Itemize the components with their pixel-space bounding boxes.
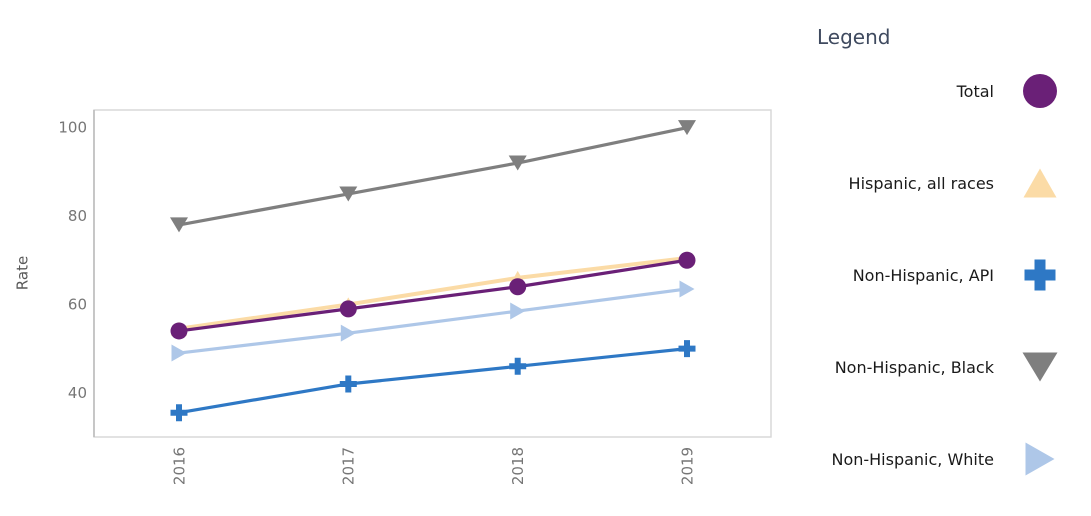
line-total <box>177 258 689 333</box>
legend-label-total: Total <box>956 81 994 101</box>
point-non-hispanic-white-2018 <box>510 302 526 320</box>
legend-label-hispanic-all-races: Hispanic, all races <box>848 173 994 193</box>
line-hispanic-all-races <box>177 256 689 331</box>
x-tick-label: 2016 <box>170 447 188 485</box>
legend-item-total: Total <box>810 45 1060 137</box>
line-non-hispanic-white <box>177 287 689 355</box>
point-total-2017 <box>339 300 357 318</box>
y-tick-label: 40 <box>68 384 87 402</box>
non-hispanic-black-marker-shape <box>1022 352 1058 382</box>
x-tick-label: 2018 <box>509 447 527 485</box>
legend-title: Legend <box>817 25 891 49</box>
non-hispanic-api-marker-icon <box>1024 259 1056 291</box>
point-total-2019 <box>678 251 696 269</box>
total-marker-icon <box>1023 74 1057 108</box>
non-hispanic-white-marker-shape <box>1025 442 1055 476</box>
plot-border <box>93 109 772 438</box>
legend-label-non-hispanic-black: Non-Hispanic, Black <box>834 357 994 377</box>
legend-item-non-hispanic-api: Non-Hispanic, API <box>810 229 1060 321</box>
legend-label-non-hispanic-api: Non-Hispanic, API <box>852 265 994 285</box>
line-non-hispanic-api <box>177 347 689 415</box>
legend-item-hispanic-all-races: Hispanic, all races <box>810 137 1060 229</box>
x-tick-label: 2019 <box>678 447 696 485</box>
legend-panel: Legend Total Hispanic, all races Non-Hispa… <box>810 0 1060 516</box>
point-non-hispanic-white-2019 <box>679 280 695 298</box>
point-non-hispanic-white-2017 <box>340 324 356 342</box>
y-tick-label: 100 <box>58 119 87 137</box>
x-tick-label: 2017 <box>340 447 358 485</box>
point-non-hispanic-api-2016 <box>170 404 188 422</box>
series-total <box>170 251 696 340</box>
line-non-hispanic-black <box>177 126 689 227</box>
point-total-2018 <box>509 278 527 296</box>
legend-item-non-hispanic-white: Non-Hispanic, White <box>810 413 1060 505</box>
series-non-hispanic-api <box>170 340 696 422</box>
non-hispanic-api-marker-shape <box>1024 259 1056 291</box>
point-non-hispanic-api-2018 <box>509 357 527 375</box>
line-chart: 40 60 80 100 2016 2017 2018 2019 Rate <box>13 109 772 485</box>
point-non-hispanic-black-2016 <box>170 217 188 233</box>
total-marker-shape <box>1023 74 1057 108</box>
series-non-hispanic-black <box>170 120 696 233</box>
point-non-hispanic-black-2018 <box>508 155 527 171</box>
hispanic-all-races-marker-icon <box>1023 168 1057 198</box>
point-non-hispanic-black-2019 <box>678 120 696 136</box>
point-non-hispanic-black-2017 <box>339 186 358 202</box>
non-hispanic-white-marker-icon <box>1025 442 1055 476</box>
y-tick-label: 80 <box>68 207 87 225</box>
point-non-hispanic-white-2016 <box>171 344 187 362</box>
point-total-2016 <box>170 322 188 340</box>
hispanic-all-races-marker-shape <box>1023 168 1057 198</box>
legend-label-non-hispanic-white: Non-Hispanic, White <box>831 449 994 469</box>
point-non-hispanic-api-2017 <box>339 375 357 393</box>
y-axis-title: Rate <box>13 256 31 290</box>
series-non-hispanic-white <box>171 280 695 362</box>
point-non-hispanic-api-2019 <box>678 340 696 358</box>
y-tick-label: 60 <box>68 295 87 313</box>
non-hispanic-black-marker-icon <box>1022 352 1058 382</box>
legend-item-non-hispanic-black: Non-Hispanic, Black <box>810 321 1060 413</box>
